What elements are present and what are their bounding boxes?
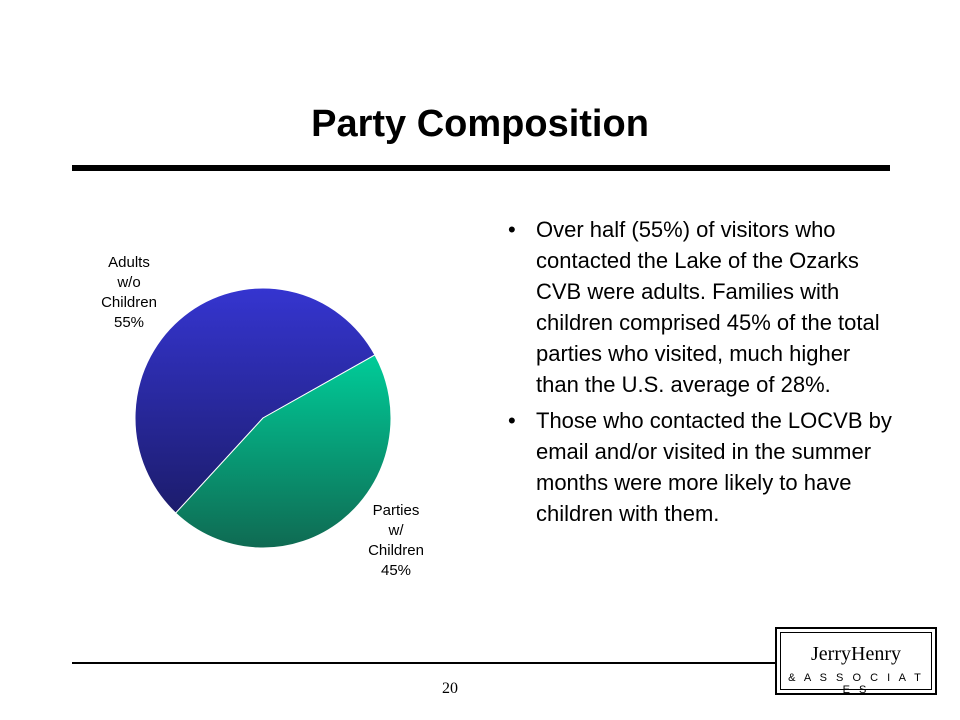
- page-number: 20: [420, 680, 480, 698]
- pie-slice-label: Parties w/Children 45%: [368, 502, 424, 579]
- footer-divider: [72, 662, 784, 664]
- bullet-list: • Over half (55%) of visitors who contact…: [496, 214, 896, 534]
- bullet-item: • Those who contacted the LOCVB by email …: [496, 405, 896, 529]
- logo-name: JerryHenry: [781, 643, 931, 666]
- bullet-text: Over half (55%) of visitors who contacte…: [536, 217, 880, 397]
- bullet-item: • Over half (55%) of visitors who contact…: [496, 214, 896, 400]
- bullet-text: Those who contacted the LOCVB by email a…: [536, 408, 892, 526]
- pie-slice-label: Adults w/o Children 55%: [101, 254, 157, 331]
- logo-subtitle: & A S S O C I A T E S: [781, 672, 931, 696]
- company-logo: JerryHenry & A S S O C I A T E S: [775, 627, 937, 695]
